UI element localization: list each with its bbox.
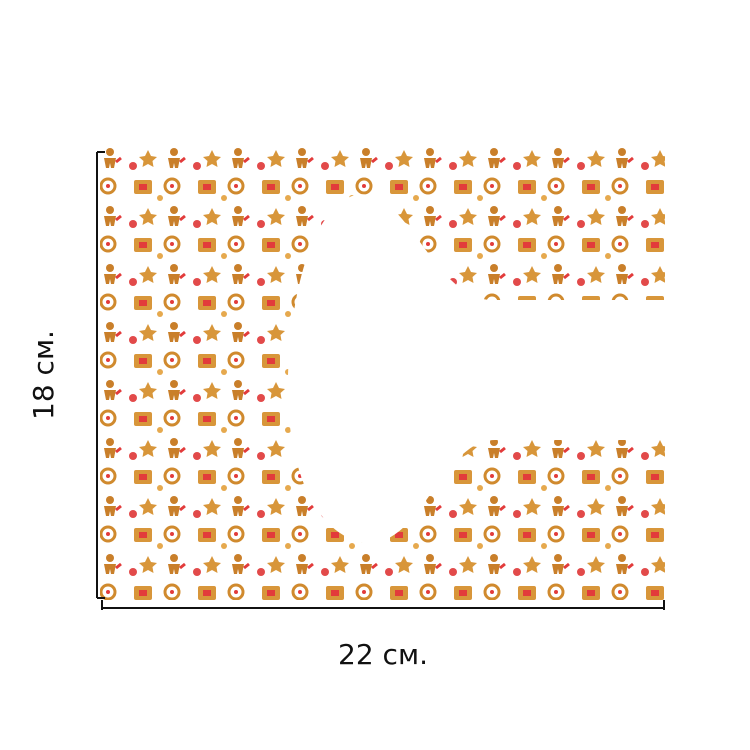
dimension-tick	[101, 600, 665, 610]
width-label: 22 см.	[338, 638, 428, 671]
dimension-tick	[97, 151, 105, 599]
height-dimension	[96, 151, 105, 599]
height-label: 18 см.	[27, 330, 60, 420]
c-shaped-mat	[100, 148, 665, 600]
width-dimension	[101, 600, 665, 610]
